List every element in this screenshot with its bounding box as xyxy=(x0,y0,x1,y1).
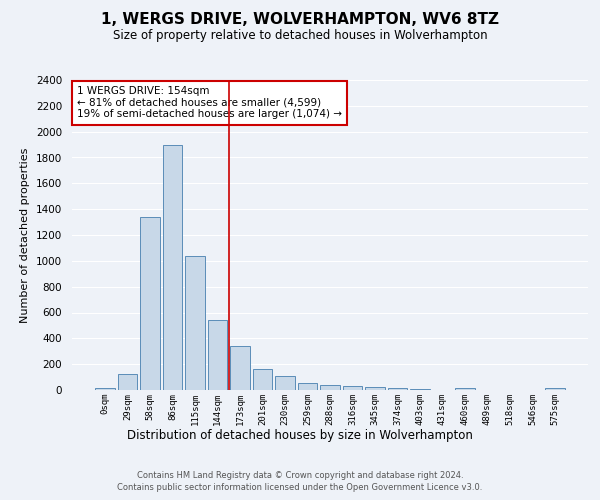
Bar xyxy=(343,386,362,390)
Text: 1, WERGS DRIVE, WOLVERHAMPTON, WV6 8TZ: 1, WERGS DRIVE, WOLVERHAMPTON, WV6 8TZ xyxy=(101,12,499,28)
Bar xyxy=(185,256,205,390)
Bar xyxy=(140,217,160,390)
Bar xyxy=(208,320,227,390)
Bar xyxy=(545,388,565,390)
Bar xyxy=(253,368,272,390)
Text: 1 WERGS DRIVE: 154sqm
← 81% of detached houses are smaller (4,599)
19% of semi-d: 1 WERGS DRIVE: 154sqm ← 81% of detached … xyxy=(77,86,342,120)
Bar xyxy=(455,388,475,390)
Bar xyxy=(275,376,295,390)
Bar xyxy=(298,383,317,390)
Bar xyxy=(410,388,430,390)
Bar xyxy=(320,386,340,390)
Text: Contains public sector information licensed under the Open Government Licence v3: Contains public sector information licen… xyxy=(118,484,482,492)
Text: Size of property relative to detached houses in Wolverhampton: Size of property relative to detached ho… xyxy=(113,29,487,42)
Y-axis label: Number of detached properties: Number of detached properties xyxy=(20,148,31,322)
Bar xyxy=(365,388,385,390)
Text: Contains HM Land Registry data © Crown copyright and database right 2024.: Contains HM Land Registry data © Crown c… xyxy=(137,471,463,480)
Text: Distribution of detached houses by size in Wolverhampton: Distribution of detached houses by size … xyxy=(127,428,473,442)
Bar xyxy=(388,388,407,390)
Bar xyxy=(95,388,115,390)
Bar xyxy=(118,374,137,390)
Bar xyxy=(230,346,250,390)
Bar xyxy=(163,144,182,390)
